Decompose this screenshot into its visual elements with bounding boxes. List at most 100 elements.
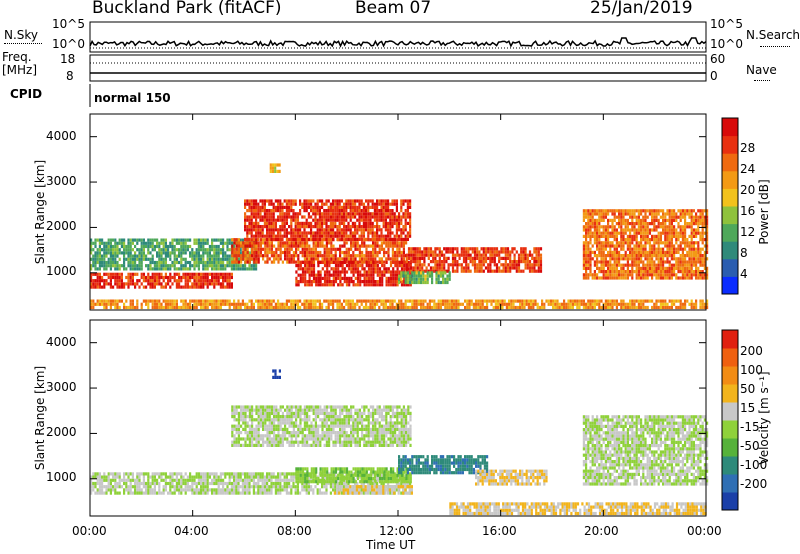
power-cell	[436, 253, 439, 257]
power-cell	[622, 231, 625, 235]
power-cell	[591, 299, 594, 303]
power-cell	[422, 274, 425, 278]
power-cell	[274, 199, 277, 203]
power-cell	[96, 248, 99, 252]
power-cell	[250, 267, 253, 271]
power-cell	[389, 257, 392, 261]
power-cell	[228, 248, 231, 252]
power-cell	[589, 225, 592, 229]
power-cell	[103, 267, 106, 271]
power-cell	[651, 257, 654, 261]
power-cell	[186, 272, 189, 276]
power-cell	[248, 215, 251, 219]
power-cell	[356, 228, 359, 232]
power-cell	[402, 212, 405, 216]
power-cell	[535, 260, 538, 264]
power-cell	[246, 250, 249, 255]
power-cell	[356, 212, 359, 216]
power-cell	[398, 234, 401, 238]
power-cell	[125, 244, 128, 249]
power-cell	[259, 209, 262, 213]
power-cell	[522, 256, 525, 260]
power-cell	[107, 248, 110, 252]
power-cell	[358, 212, 361, 216]
power-cell	[642, 250, 645, 254]
power-cell	[664, 241, 667, 245]
power-cell	[637, 247, 640, 251]
power-cell	[432, 256, 435, 260]
velocity-cell	[98, 475, 101, 479]
power-cell	[290, 215, 293, 219]
power-cell	[286, 254, 289, 258]
power-cell	[129, 272, 132, 276]
power-cell	[699, 263, 702, 267]
power-cell	[622, 254, 625, 258]
power-cell	[142, 275, 145, 280]
power-cell	[250, 221, 253, 225]
power-cell	[175, 285, 178, 289]
power-cell	[384, 305, 387, 310]
power-cell	[304, 264, 307, 268]
power-cell	[413, 299, 416, 303]
power-cell	[400, 228, 403, 232]
velocity-cell	[107, 485, 110, 489]
power-cell	[613, 247, 616, 251]
power-cell	[281, 244, 284, 248]
power-cell	[425, 269, 428, 273]
power-cell	[230, 275, 233, 280]
power-cell	[226, 275, 229, 280]
power-cell	[171, 264, 174, 268]
power-cell	[706, 209, 709, 213]
power-cell	[92, 257, 95, 261]
power-cell	[134, 257, 137, 261]
power-cell	[567, 299, 570, 303]
power-cell	[424, 277, 427, 281]
power-cell	[233, 241, 236, 245]
power-cell	[607, 222, 610, 226]
power-cell	[624, 276, 627, 280]
power-cell	[521, 299, 524, 303]
power-cell	[662, 266, 665, 270]
power-cell	[589, 270, 592, 274]
power-cell	[332, 273, 335, 277]
power-cell	[376, 234, 379, 238]
power-cell	[504, 266, 507, 270]
power-cell	[120, 251, 123, 255]
power-cell	[294, 237, 297, 241]
power-cell	[582, 244, 585, 248]
power-cell	[420, 299, 423, 303]
power-cell	[171, 305, 174, 310]
power-cell	[314, 202, 317, 206]
power-cell	[502, 266, 505, 270]
power-cell	[393, 218, 396, 222]
power-cell	[242, 244, 245, 248]
power-cell	[456, 260, 459, 264]
power-cell	[303, 221, 306, 225]
power-cell	[261, 225, 264, 229]
power-cell	[607, 299, 610, 303]
power-cell	[358, 305, 361, 310]
power-cell	[208, 282, 211, 286]
power-cell	[414, 253, 417, 257]
power-cell	[252, 225, 255, 229]
power-cell	[219, 302, 222, 306]
power-cell	[486, 302, 489, 306]
power-cell	[382, 234, 385, 238]
power-cell	[268, 231, 271, 235]
power-cell	[450, 305, 453, 310]
power-cell	[651, 266, 654, 270]
power-cell	[195, 279, 198, 283]
power-cell	[107, 244, 110, 249]
power-cell	[618, 222, 621, 226]
power-cell	[125, 251, 128, 255]
power-cell	[136, 254, 139, 258]
power-cell	[626, 266, 629, 270]
power-cell	[162, 299, 165, 303]
power-cell	[200, 282, 203, 286]
power-cell	[640, 302, 643, 306]
power-cell	[208, 248, 211, 252]
power-cell	[189, 251, 192, 255]
power-cell	[684, 305, 687, 310]
power-cell	[169, 244, 172, 249]
power-cell	[156, 251, 159, 255]
